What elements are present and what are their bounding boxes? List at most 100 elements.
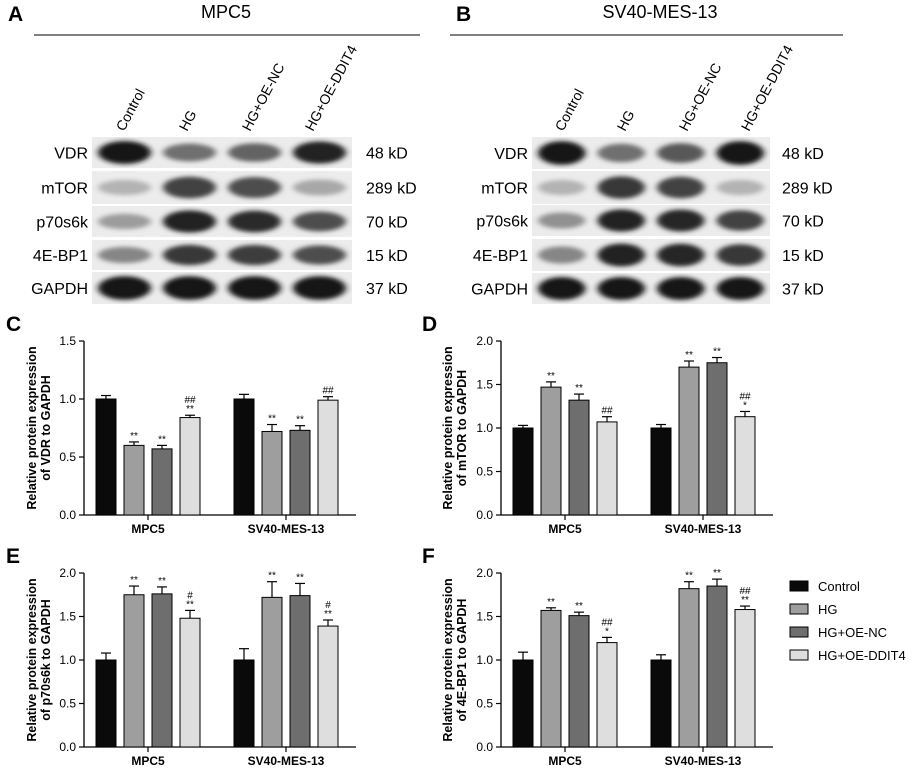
panel-letter-b: B (456, 3, 471, 26)
significance-mark: ** (575, 601, 583, 612)
y-tick-label: 0.5 (59, 450, 76, 464)
band (163, 143, 216, 162)
significance-mark: ** (130, 431, 138, 442)
lane-label: Control (552, 86, 587, 133)
lane-label: HG (614, 107, 638, 133)
band (163, 244, 216, 266)
bar (233, 659, 255, 748)
significance-mark: ## (739, 391, 751, 402)
legend-label: HG+OE-DDIT4 (818, 648, 906, 663)
band (98, 213, 151, 230)
band (538, 277, 586, 300)
significance-mark: ** (158, 434, 166, 445)
blot-row: GAPDH 37 kD (31, 272, 408, 304)
y-tick-label: 1.0 (59, 653, 76, 667)
bar (706, 362, 728, 516)
legend-label: HG+OE-NC (818, 625, 887, 640)
y-tick-label: 1.5 (59, 334, 76, 348)
significance-mark: ** (130, 575, 138, 586)
band (538, 141, 586, 165)
lane-label: HG+OE-NC (676, 60, 725, 133)
kd-label: 37 kD (366, 281, 408, 298)
significance-mark: ## (601, 406, 613, 417)
significance-mark: # (325, 600, 331, 611)
y-axis-title-line: of 4E-BP1 to GAPDH (455, 599, 469, 722)
panel-letter-d: D (422, 313, 437, 336)
bar (179, 417, 201, 516)
significance-mark: ** (158, 576, 166, 587)
band (597, 143, 645, 163)
y-axis-title-line: of VDR to GAPDH (39, 375, 53, 481)
legend-entry: HG (789, 602, 838, 617)
y-tick-label: 0.5 (59, 697, 76, 711)
band (597, 176, 645, 199)
band (657, 143, 705, 163)
bar (706, 585, 728, 748)
lane-label: Control (113, 86, 148, 133)
blot-panel-a: A MPC5 Control HG HG+OE-NC HG+OE-DDIT4 VDR 48 k… (8, 2, 420, 304)
band (293, 245, 346, 265)
y-tick-label: 1.0 (476, 653, 493, 667)
blot-row: VDR 48 kD (494, 137, 824, 169)
y-axis-title: Relative protein expressionof VDR to GAP… (25, 346, 53, 509)
y-tick-label: 0.5 (476, 697, 493, 711)
x-tick-label: MPC5 (131, 522, 165, 536)
kd-label: 289 kD (366, 181, 417, 198)
bar (512, 659, 534, 748)
legend-entry: HG+OE-DDIT4 (789, 648, 906, 663)
significance-mark: ## (184, 395, 196, 406)
western-blots: A MPC5 Control HG HG+OE-NC HG+OE-DDIT4 VDR 48 k… (8, 2, 843, 304)
bar (540, 386, 562, 516)
kd-label: 15 kD (366, 248, 408, 265)
bar (95, 398, 117, 516)
bar (151, 593, 173, 748)
y-tick-label: 2.0 (59, 566, 76, 580)
significance-mark: ** (186, 599, 194, 610)
band (163, 210, 216, 233)
protein-label: VDR (494, 146, 528, 163)
significance-mark: ** (324, 609, 332, 620)
y-axis-title-line: Relative protein expression (441, 346, 455, 509)
bar (650, 427, 672, 516)
bar (233, 398, 255, 516)
y-axis-title: Relative protein expressionof p70s6k to … (25, 578, 53, 741)
blot-panel-b: B SV40-MES-13 Control HG HG+OE-NC HG+OE-DDIT4… (450, 2, 843, 304)
legend-swatch (789, 626, 809, 638)
x-tick-label: SV40-MES-13 (665, 754, 742, 768)
bar (317, 399, 339, 516)
panel-letter-f: F (422, 545, 435, 568)
protein-label: mTOR (41, 181, 88, 198)
x-tick-label: SV40-MES-13 (248, 522, 325, 536)
y-axis-title-line: of p70s6k to GAPDH (39, 599, 53, 721)
legend-entry: Control (789, 579, 860, 594)
y-tick-label: 0.0 (59, 508, 76, 522)
bar (540, 609, 562, 748)
chart-panel-f: F Relative protein expressionof 4E-BP1 to… (422, 545, 773, 768)
bar (596, 421, 618, 516)
x-tick-label: MPC5 (548, 522, 582, 536)
band (293, 179, 346, 196)
significance-mark: ** (268, 414, 276, 425)
band (228, 276, 281, 300)
significance-mark: ** (547, 371, 555, 382)
band (657, 243, 705, 267)
blot-row: VDR 48 kD (54, 137, 408, 168)
significance-mark: ** (296, 415, 304, 426)
panel-letter-e: E (6, 545, 20, 568)
band (98, 276, 151, 300)
bar (678, 366, 700, 516)
bar (596, 642, 618, 748)
blot-row: mTOR 289 kD (481, 171, 833, 204)
x-tick-label: MPC5 (131, 754, 165, 768)
y-tick-label: 1.0 (476, 421, 493, 435)
band (228, 244, 281, 266)
bar (151, 448, 173, 516)
significance-mark: * (605, 626, 609, 637)
blot-row: p70s6k 70 kD (36, 206, 408, 237)
kd-label: 289 kD (782, 181, 833, 198)
blot-row: 4E-BP1 15 kD (473, 239, 824, 271)
significance-mark: ** (713, 568, 721, 579)
